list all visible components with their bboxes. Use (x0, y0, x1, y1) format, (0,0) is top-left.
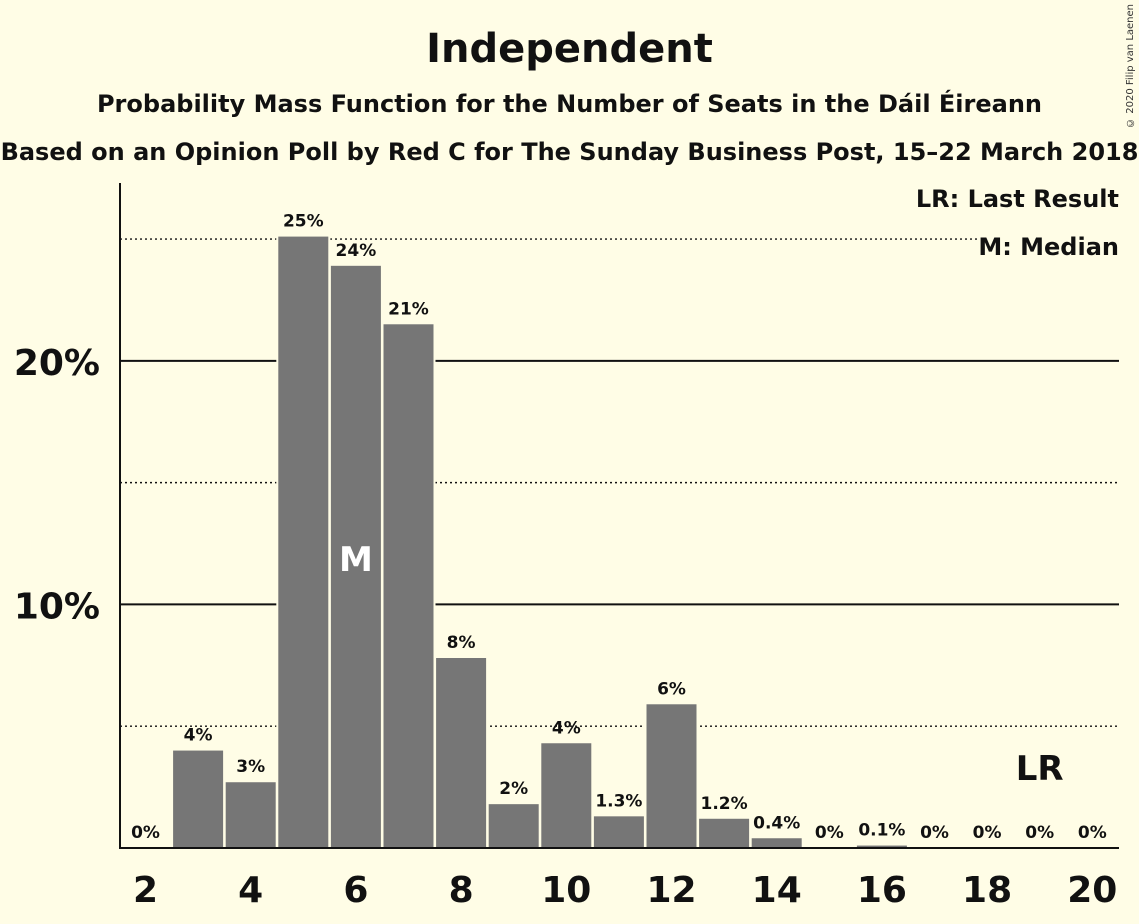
x-tick-label: 6 (343, 870, 368, 911)
bar-seats-9 (488, 804, 539, 848)
data-label: 0% (815, 823, 844, 843)
data-label: 3% (236, 757, 265, 777)
chart-subtitle: Probability Mass Function for the Number… (96, 90, 1043, 118)
legend-last-result: LR: Last Result (915, 185, 1119, 213)
data-label: 25% (283, 212, 324, 232)
x-tick-label: 2 (133, 870, 158, 911)
bar-seats-5 (278, 236, 329, 849)
copyright-notice: © 2020 Filip van Laenen (1125, 4, 1136, 128)
bar-seats-7 (383, 324, 434, 848)
bars (171, 234, 909, 849)
bar-seats-10 (541, 743, 592, 848)
x-tick-label: 8 (449, 870, 474, 911)
legend-median: M: Median (978, 233, 1119, 261)
data-label: 21% (388, 299, 429, 319)
data-label: 0% (920, 823, 949, 843)
gridlines (120, 238, 1119, 727)
x-tick-label: 16 (857, 870, 907, 911)
bar-seats-14 (751, 838, 802, 848)
median-marker: M (339, 540, 373, 580)
x-tick-label: 20 (1067, 870, 1117, 911)
y-tick-label: 20% (14, 343, 100, 384)
data-label: 4% (184, 726, 213, 746)
last-result-marker: LR (1016, 749, 1064, 789)
data-label: 0% (1078, 823, 1107, 843)
bar-seats-4 (225, 782, 276, 848)
data-label: 0% (973, 823, 1002, 843)
axes: 10% 20% 2 4 6 8 10 12 14 16 18 20 (14, 183, 1119, 911)
x-tick-label: 12 (646, 870, 696, 911)
chart-source-subtitle: Based on an Opinion Poll by Red C for Th… (0, 138, 1139, 166)
data-label: 24% (336, 241, 377, 261)
data-label: 4% (552, 718, 581, 738)
data-label: 2% (499, 779, 528, 799)
bar-seats-8 (436, 658, 487, 848)
data-labels: 0% 4% 3% 25% 24% 21% 8% 2% 4% 1.3% 6% 1.2%0.4% 0% 0.1… (131, 212, 1107, 843)
bar-seats-3 (173, 750, 224, 848)
x-tick-label: 14 (752, 870, 802, 911)
x-tick-label: 10 (541, 870, 591, 911)
data-label: 0.4% (753, 813, 800, 833)
data-label: 6% (657, 679, 686, 699)
bar-seats-11 (593, 816, 644, 848)
bar-seats-13 (699, 818, 750, 848)
x-tick-label: 4 (238, 870, 263, 911)
bar-seats-16 (856, 845, 907, 848)
chart-title: Independent (426, 26, 713, 72)
data-label: 1.2% (701, 794, 748, 814)
data-label: 0% (1025, 823, 1054, 843)
bar-seats-12 (646, 704, 697, 848)
bar-seats-6 (330, 265, 381, 848)
data-label: 0.1% (858, 821, 905, 841)
data-label: 1.3% (595, 791, 642, 811)
x-tick-label: 18 (962, 870, 1012, 911)
y-tick-label: 10% (14, 586, 100, 627)
data-label: 0% (131, 823, 160, 843)
data-label: 8% (447, 633, 476, 653)
